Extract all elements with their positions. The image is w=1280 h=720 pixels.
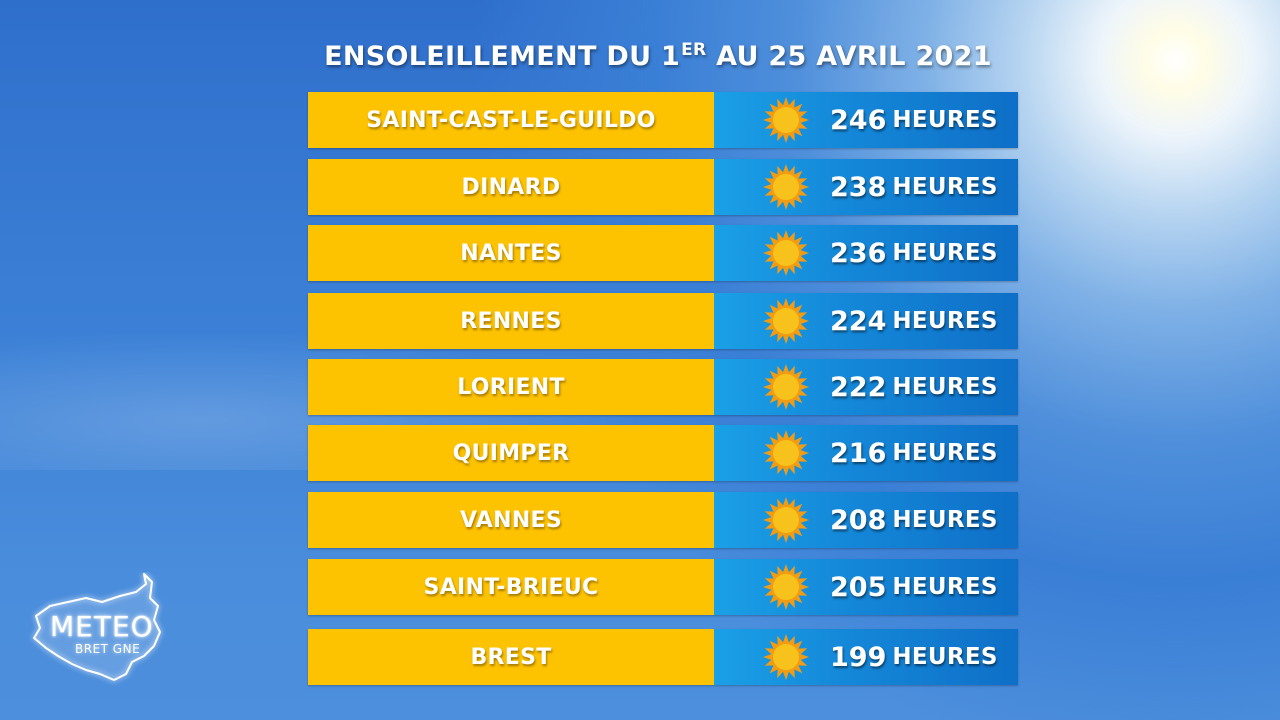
- logo-wordmark: METEO: [50, 610, 154, 643]
- hours-unit: HEURES: [892, 174, 998, 200]
- title-main: ENSOLEILLEMENT DU 1: [324, 41, 681, 72]
- hours-unit: HEURES: [892, 574, 998, 600]
- ranking-row: DINARD 238 HEURES: [308, 159, 1018, 215]
- sun-icon: [763, 298, 809, 344]
- sun-icon: [763, 634, 809, 680]
- ranking-row: NANTES 236 HEURES: [308, 225, 1018, 281]
- hours-cell: 224 HEURES: [714, 293, 1018, 349]
- sun-icon: [763, 364, 809, 410]
- city-name: QUIMPER: [308, 425, 714, 481]
- hours-unit: HEURES: [892, 507, 998, 533]
- hours-unit: HEURES: [892, 374, 998, 400]
- hours-unit: HEURES: [892, 308, 998, 334]
- hours-unit: HEURES: [892, 107, 998, 133]
- hours-cell: 238 HEURES: [714, 159, 1018, 215]
- city-name: DINARD: [308, 159, 714, 215]
- title-rest: AU 25 AVRIL 2021: [706, 41, 992, 72]
- hours-unit: HEURES: [892, 240, 998, 266]
- hours-number: 246: [830, 104, 887, 136]
- hours-value: 199 HEURES: [830, 629, 998, 685]
- city-name: LORIENT: [308, 359, 714, 415]
- ranking-row: BREST 199 HEURES: [308, 629, 1018, 685]
- hours-cell: 236 HEURES: [714, 225, 1018, 281]
- sun-icon: [763, 564, 809, 610]
- hours-unit: HEURES: [892, 644, 998, 670]
- ranking-row: SAINT-BRIEUC 205 HEURES: [308, 559, 1018, 615]
- hours-value: 224 HEURES: [830, 293, 998, 349]
- hours-value: 236 HEURES: [830, 225, 998, 281]
- hours-value: 208 HEURES: [830, 492, 998, 548]
- hours-cell: 246 HEURES: [714, 92, 1018, 148]
- ranking-row: VANNES 208 HEURES: [308, 492, 1018, 548]
- hours-cell: 205 HEURES: [714, 559, 1018, 615]
- city-name: VANNES: [308, 492, 714, 548]
- sun-icon: [763, 97, 809, 143]
- ranking-row: SAINT-CAST-LE-GUILDO 246 HEURES: [308, 92, 1018, 148]
- title-superscript: ER: [681, 40, 707, 60]
- sun-icon: [763, 430, 809, 476]
- hours-cell: 216 HEURES: [714, 425, 1018, 481]
- hours-number: 222: [830, 371, 887, 403]
- sun-icon: [763, 164, 809, 210]
- sun-icon: [763, 230, 809, 276]
- hours-unit: HEURES: [892, 440, 998, 466]
- city-name: RENNES: [308, 293, 714, 349]
- brittany-map-logo-icon: [33, 573, 161, 681]
- hours-cell: 199 HEURES: [714, 629, 1018, 685]
- hours-number: 199: [830, 641, 887, 673]
- hours-value: 238 HEURES: [830, 159, 998, 215]
- hours-cell: 222 HEURES: [714, 359, 1018, 415]
- hours-cell: 208 HEURES: [714, 492, 1018, 548]
- sun-icon: [763, 497, 809, 543]
- ranking-row: LORIENT 222 HEURES: [308, 359, 1018, 415]
- hours-number: 216: [830, 437, 887, 469]
- city-name: SAINT-BRIEUC: [308, 559, 714, 615]
- hours-value: 216 HEURES: [830, 425, 998, 481]
- ranking-row: RENNES 224 HEURES: [308, 293, 1018, 349]
- hours-value: 205 HEURES: [830, 559, 998, 615]
- hours-number: 205: [830, 571, 887, 603]
- city-name: BREST: [308, 629, 714, 685]
- hours-value: 246 HEURES: [830, 92, 998, 148]
- city-name: NANTES: [308, 225, 714, 281]
- ranking-row: QUIMPER 216 HEURES: [308, 425, 1018, 481]
- page-title: ENSOLEILLEMENT DU 1ER AU 25 AVRIL 2021: [0, 40, 1280, 72]
- hours-value: 222 HEURES: [830, 359, 998, 415]
- hours-number: 224: [830, 305, 887, 337]
- hours-number: 208: [830, 504, 887, 536]
- hours-number: 238: [830, 171, 887, 203]
- hours-number: 236: [830, 237, 887, 269]
- logo-subtitle: BRET GNE: [75, 642, 141, 656]
- city-name: SAINT-CAST-LE-GUILDO: [308, 92, 714, 148]
